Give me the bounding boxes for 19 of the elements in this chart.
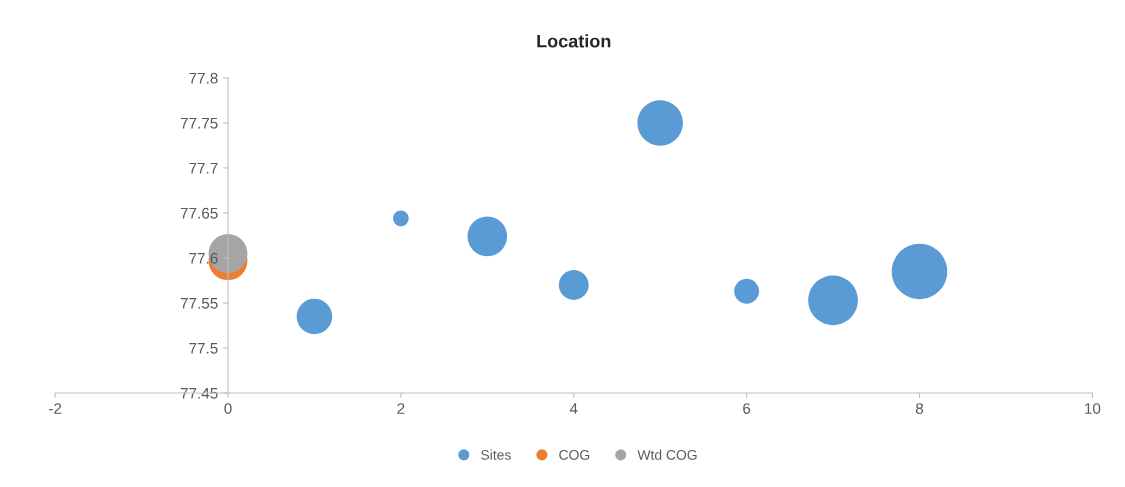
y-tick-label: 77.65: [180, 207, 218, 219]
x-tick-label: 6: [743, 403, 751, 414]
y-tick-label: 77.7: [189, 162, 218, 174]
legend-label: Wtd COG: [637, 449, 697, 460]
x-tick-label: 0: [224, 403, 232, 414]
x-tick-label: 4: [569, 403, 578, 414]
y-tick-label: 77.8: [189, 72, 218, 84]
y-tick-label: 77.75: [180, 117, 218, 129]
y-tick-label: 77.6: [189, 252, 218, 264]
x-tick-label: 2: [397, 403, 405, 414]
y-tick-label: 77.55: [180, 298, 218, 309]
chart-title: Location: [537, 34, 611, 48]
legend-label: COG: [559, 449, 590, 460]
legend-label: Sites: [481, 449, 511, 460]
x-tick-label: -2: [49, 403, 62, 414]
x-tick-label: 8: [915, 403, 924, 414]
x-tick-label: 10: [1085, 403, 1101, 414]
y-tick-label: 77.5: [189, 343, 218, 354]
y-tick-label: 77.45: [180, 388, 218, 399]
